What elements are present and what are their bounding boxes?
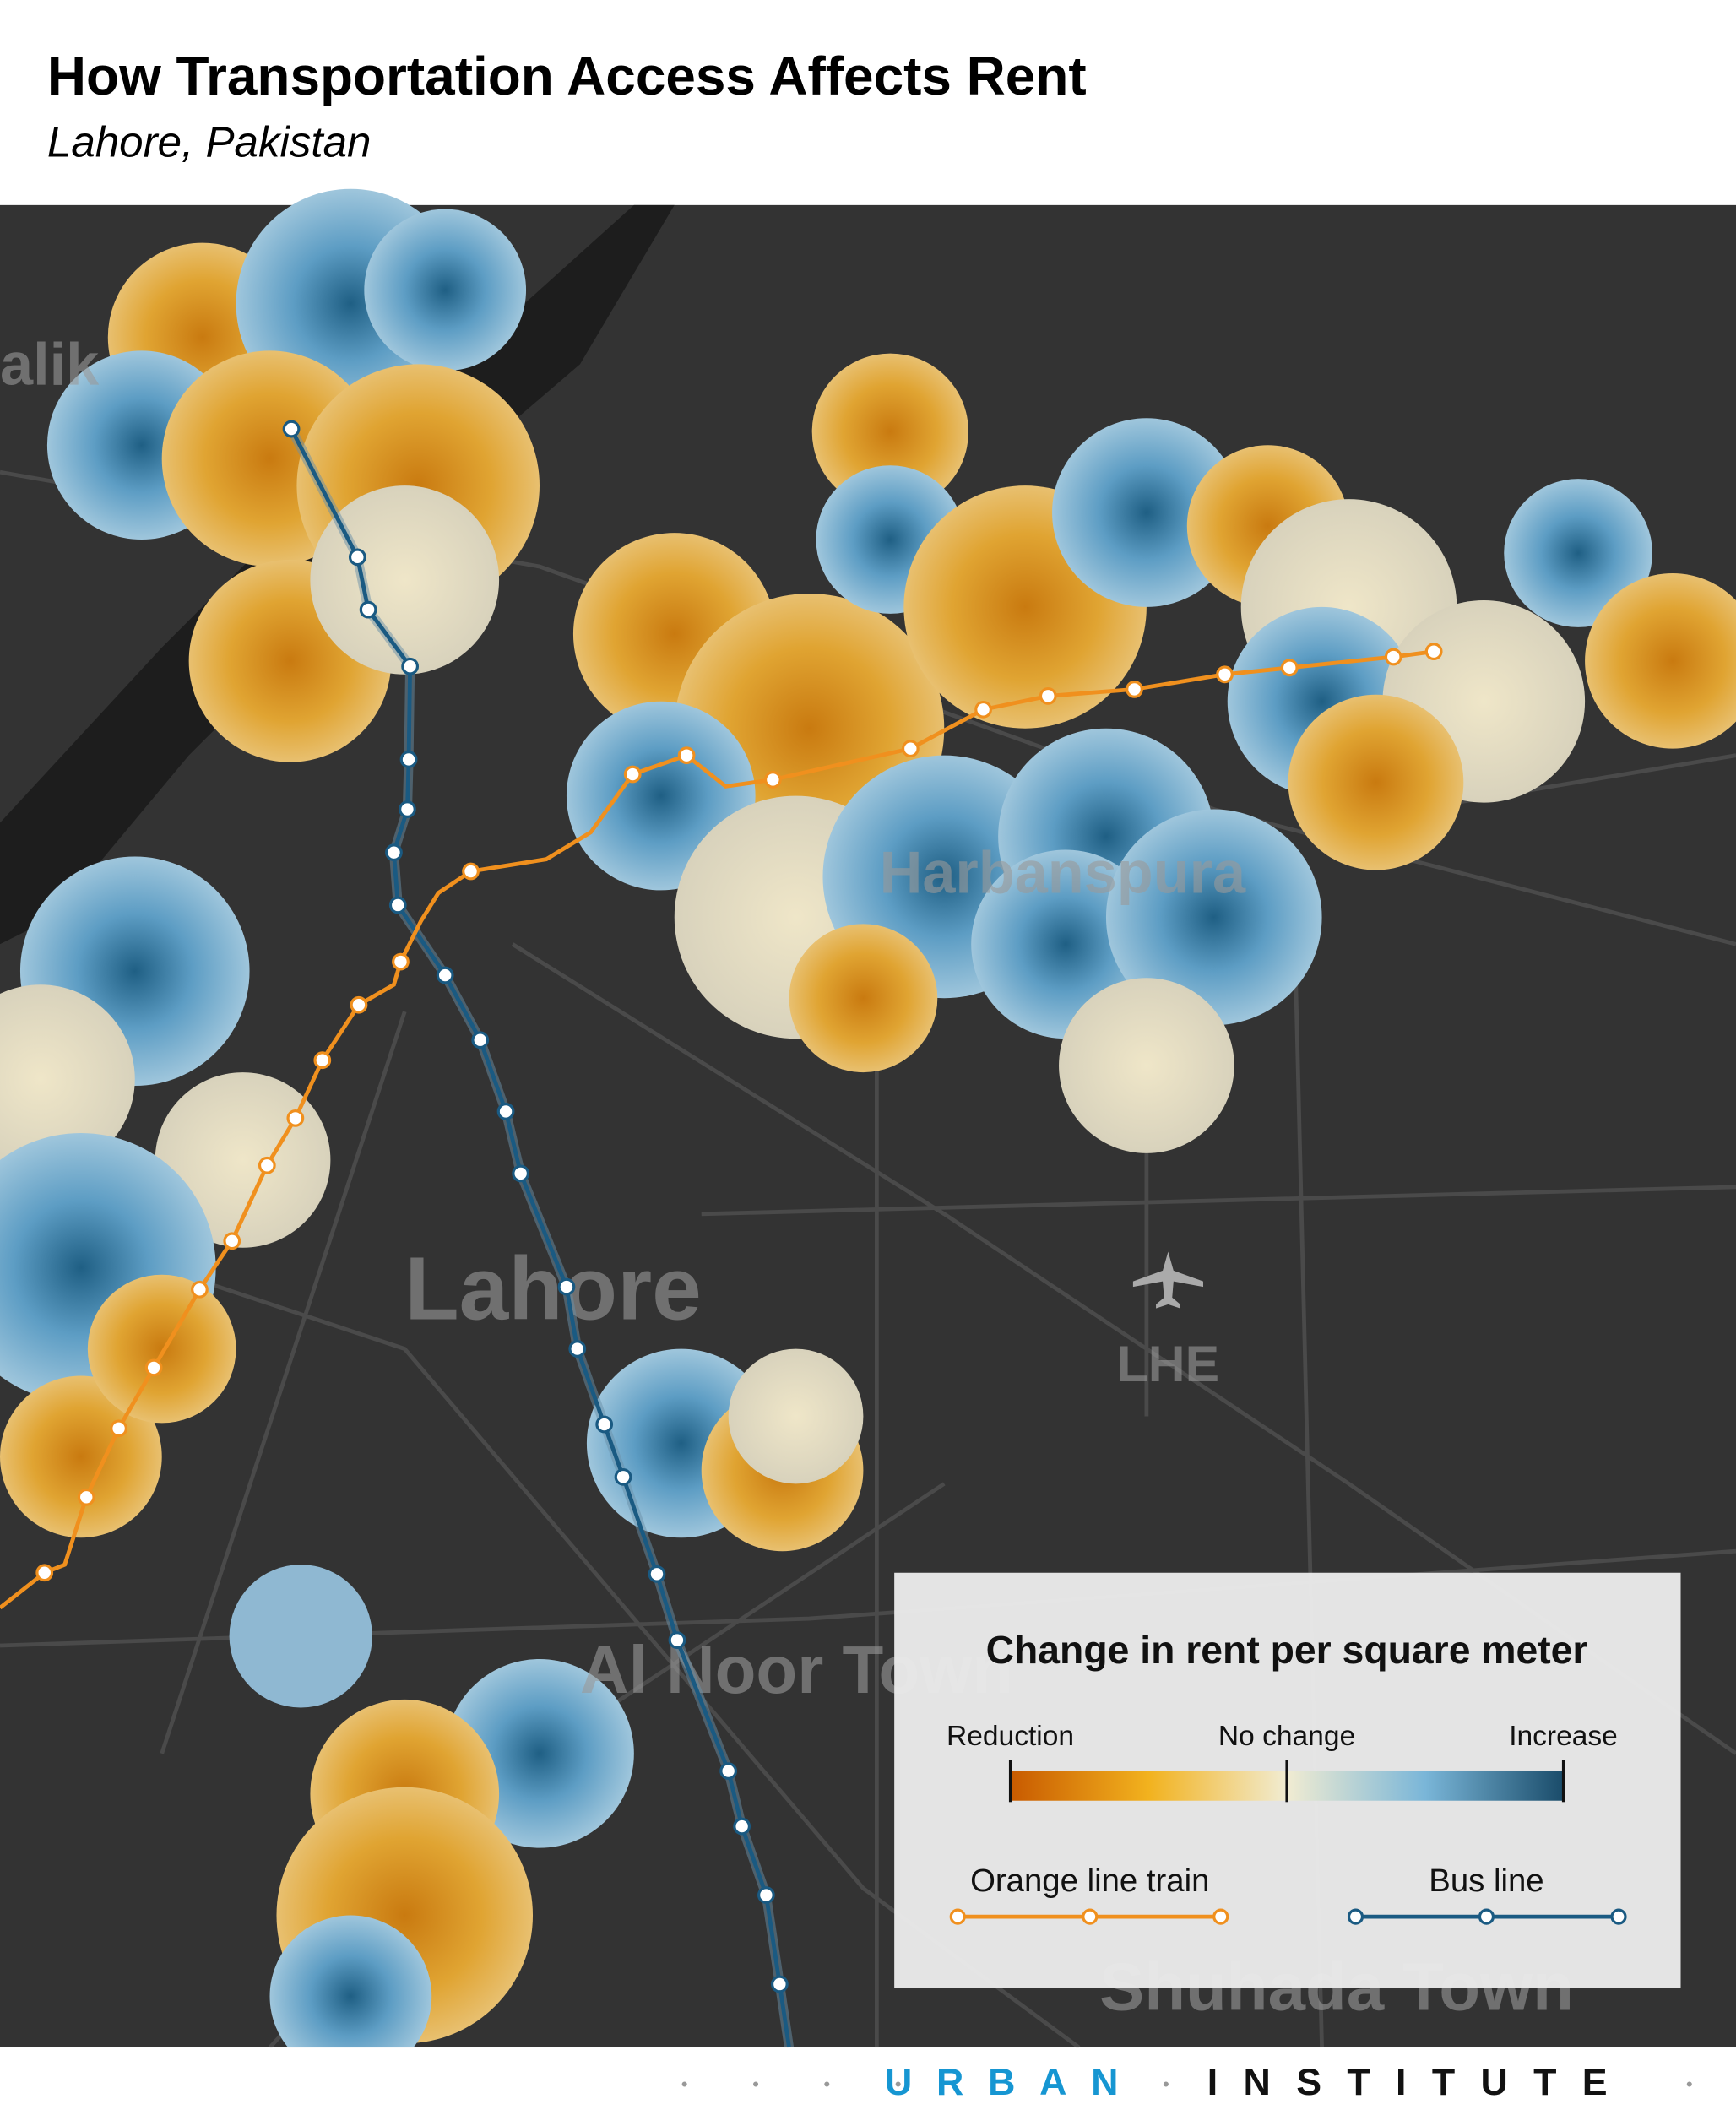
bus-station: [388, 896, 407, 914]
legend-label: Reduction: [947, 1721, 1074, 1752]
train-station: [1216, 665, 1234, 684]
train-station: [286, 1109, 305, 1127]
train-station: [901, 740, 920, 758]
bus-station: [496, 1103, 515, 1120]
bus-station: [471, 1031, 490, 1049]
legend-bus-station: [1478, 1908, 1495, 1925]
transit-lines: [0, 420, 1443, 2048]
train-station: [1126, 680, 1143, 698]
bus-station: [399, 751, 418, 768]
bus-station: [399, 800, 416, 818]
train-station: [258, 1156, 276, 1174]
legend-train-station: [1212, 1908, 1229, 1925]
train-station: [35, 1564, 54, 1582]
train-station: [77, 1488, 95, 1506]
footer-logo: URBAN: [885, 2062, 1142, 2103]
legend-train-station: [1082, 1908, 1099, 1925]
legend-bus-station: [1347, 1908, 1364, 1925]
place-label: LHE: [1117, 1335, 1219, 1392]
bus-station: [557, 1277, 576, 1296]
train-station: [623, 765, 642, 784]
scale-ticks: [1008, 1760, 1565, 1803]
footer-logo: INSTITUTE: [1207, 2062, 1633, 2103]
train-station: [1424, 643, 1443, 661]
legend-bus-station: [1610, 1908, 1627, 1925]
train-station: [392, 952, 410, 971]
train-station: [677, 746, 696, 765]
bus-station: [770, 1975, 789, 1993]
legend-train-station: [949, 1908, 966, 1925]
bus-station: [401, 657, 420, 675]
bus-station: [733, 1817, 751, 1836]
train-station: [313, 1051, 332, 1070]
bus-station: [385, 843, 403, 862]
place-label: Harbanspura: [880, 839, 1246, 906]
legend-label: Increase: [1509, 1721, 1618, 1752]
train-station: [763, 771, 782, 789]
rent-surface: [0, 188, 1736, 2078]
footer-dots: •: [1686, 2074, 1693, 2095]
train-station: [350, 995, 368, 1014]
footer-bg: [0, 2047, 1736, 2115]
bus-station: [614, 1467, 632, 1486]
title: How Transportation Access Affects Rent: [47, 46, 1087, 106]
train-station: [1039, 686, 1057, 705]
bus-station: [568, 1340, 587, 1358]
train-station: [462, 862, 480, 881]
bus-station: [757, 1886, 775, 1904]
legend-title: Change in rent per square meter: [986, 1628, 1588, 1672]
bus-station: [359, 600, 377, 619]
bus-station: [512, 1164, 530, 1183]
bus-station: [719, 1762, 738, 1780]
legend-label: Orange line train: [970, 1863, 1209, 1899]
footer-dots: • • • •: [681, 2074, 931, 2095]
train-station: [110, 1419, 127, 1438]
place-label: alik: [0, 330, 100, 397]
train-station: [191, 1280, 209, 1299]
subtitle: Lahore, Pakistan: [47, 117, 372, 165]
bus-station: [648, 1565, 666, 1583]
train-station: [974, 700, 992, 719]
train-station: [223, 1232, 241, 1250]
bus-station: [668, 1631, 686, 1650]
legend-label: Bus line: [1429, 1863, 1543, 1899]
bus-station: [436, 966, 454, 984]
train-station: [1384, 648, 1402, 666]
footer-dots: •: [1163, 2074, 1169, 2095]
airport-icon: [1132, 1251, 1203, 1309]
legend: Change in rent per square meter Reductio…: [894, 1572, 1681, 1988]
bus-station: [595, 1415, 614, 1434]
bus-station: [282, 420, 301, 438]
legend-label: No change: [1218, 1721, 1355, 1752]
train-station: [1280, 659, 1299, 677]
bus-station: [348, 548, 366, 567]
train-station: [144, 1358, 163, 1377]
header-bg: [0, 0, 1736, 205]
legend-symbols: [949, 1908, 1627, 1925]
